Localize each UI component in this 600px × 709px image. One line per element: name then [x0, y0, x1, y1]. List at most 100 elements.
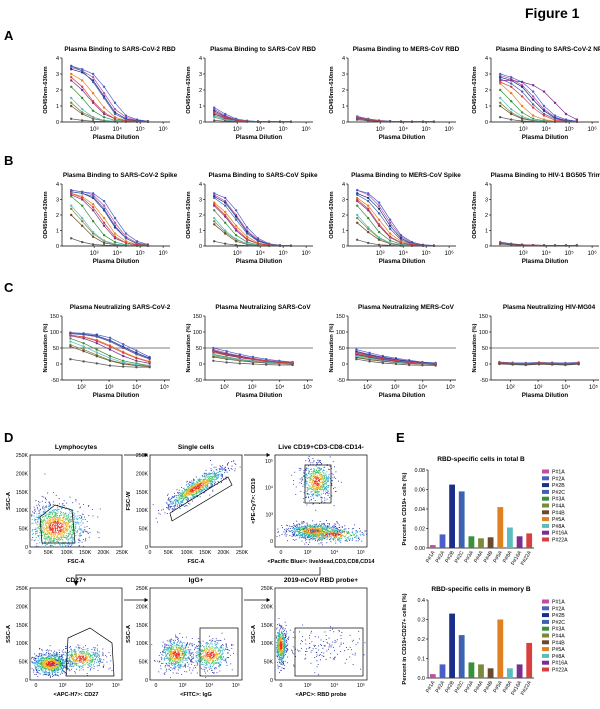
- facs-event: [52, 531, 53, 533]
- facs-event: [308, 456, 310, 457]
- facs-event: [311, 495, 313, 497]
- data-point: [91, 80, 95, 84]
- facs-event: [49, 518, 50, 519]
- data-point: [135, 363, 138, 366]
- facs-event: [288, 525, 290, 527]
- facs-event: [193, 494, 195, 496]
- data-point: [69, 334, 72, 337]
- facs-event: [34, 510, 36, 512]
- facs-event: [177, 499, 178, 501]
- facs-event: [217, 478, 219, 479]
- facs-event: [70, 530, 72, 532]
- facs-event: [65, 527, 67, 529]
- facs-event: [65, 515, 67, 517]
- facs-event: [308, 528, 310, 529]
- facs-event: [190, 498, 192, 500]
- facs-event: [49, 529, 51, 531]
- facs-event: [54, 535, 56, 536]
- facs-event: [92, 509, 93, 510]
- facs-event: [199, 477, 201, 479]
- facs-event: [205, 487, 207, 489]
- facs-event: [301, 533, 303, 534]
- facs-event: [38, 509, 40, 511]
- x-tick-label: 10⁶: [445, 126, 455, 133]
- y-tick-label: 0: [56, 120, 59, 126]
- facs-event: [209, 481, 211, 483]
- facs-event: [52, 519, 53, 521]
- facs-event: [211, 479, 213, 481]
- facs-event: [180, 497, 182, 499]
- facs-event: [198, 490, 199, 492]
- facs-event: [213, 466, 215, 468]
- facs-event: [212, 476, 214, 478]
- facs-event: [44, 543, 46, 544]
- facs-event: [57, 532, 59, 534]
- facs-event: [322, 480, 324, 481]
- facs-event: [310, 470, 312, 472]
- facs-event: [303, 472, 305, 474]
- line-chart-c1: Plasma Neutralizing SARS-CoV-2-500501001…: [43, 304, 171, 399]
- facs-event: [189, 481, 191, 483]
- facs-event: [315, 478, 317, 480]
- x-tick-label: 10⁵: [446, 384, 456, 391]
- facs-event: [51, 544, 53, 546]
- facs-event: [318, 472, 320, 474]
- facs-event: [300, 468, 302, 470]
- facs-event: [57, 517, 59, 518]
- facs-event: [75, 527, 77, 529]
- facs-event: [60, 539, 62, 540]
- facs-event: [191, 487, 192, 489]
- facs-event: [327, 524, 329, 526]
- facs-event: [49, 538, 51, 540]
- data-point: [399, 244, 403, 247]
- facs-event: [300, 490, 302, 492]
- facs-title: Single cells: [178, 444, 215, 451]
- facs-event: [296, 527, 298, 529]
- facs-event: [83, 531, 84, 533]
- facs-event: [46, 514, 48, 516]
- facs-event: [184, 498, 186, 499]
- facs-event: [50, 511, 52, 513]
- panel-letter-b: B: [4, 153, 13, 168]
- data-point: [135, 120, 139, 123]
- data-point: [267, 120, 271, 123]
- facs-event: [311, 491, 313, 492]
- facs-event: [74, 523, 76, 525]
- data-point: [81, 224, 84, 227]
- facs-event: [35, 545, 37, 547]
- facs-event: [53, 532, 54, 533]
- facs-event: [316, 487, 318, 489]
- facs-event: [42, 533, 44, 535]
- facs-event: [31, 518, 33, 520]
- y-tick-label: 1: [56, 104, 59, 110]
- facs-event: [70, 527, 72, 529]
- facs-event: [45, 524, 46, 526]
- facs-event: [212, 481, 214, 483]
- facs-event: [46, 534, 48, 535]
- facs-event: [313, 531, 315, 533]
- facs-event: [46, 526, 48, 527]
- data-point: [91, 220, 95, 223]
- facs-event: [59, 517, 61, 519]
- facs-event: [61, 532, 63, 534]
- panel-letter-d: D: [4, 430, 13, 445]
- facs-event: [168, 497, 170, 499]
- x-axis-label: Plasma Dilution: [379, 258, 426, 265]
- data-point: [213, 220, 216, 223]
- facs-event: [196, 480, 198, 482]
- facs-event: [60, 529, 61, 531]
- facs-event: [45, 537, 47, 539]
- facs-event: [310, 475, 312, 477]
- facs-event: [38, 513, 40, 514]
- facs-event: [85, 538, 87, 539]
- y-tick-label: 0: [199, 244, 202, 250]
- facs-event: [45, 535, 47, 537]
- facs-event: [298, 467, 300, 469]
- facs-event: [63, 531, 64, 533]
- facs-event: [44, 538, 45, 540]
- facs-event: [75, 515, 77, 517]
- facs-event: [52, 524, 54, 525]
- facs-event: [323, 523, 325, 525]
- facs-event: [210, 470, 212, 472]
- data-point: [355, 351, 358, 355]
